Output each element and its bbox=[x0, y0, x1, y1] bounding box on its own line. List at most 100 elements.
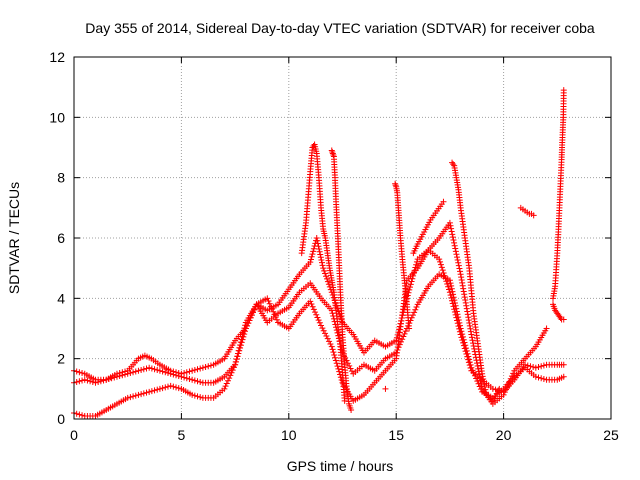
data-point bbox=[560, 373, 567, 380]
series-spike-3 bbox=[392, 180, 413, 332]
data-point bbox=[237, 342, 244, 349]
series-track-b bbox=[71, 271, 567, 401]
data-point bbox=[189, 376, 196, 383]
data-point bbox=[239, 336, 246, 343]
data-point bbox=[170, 371, 177, 378]
data-point bbox=[457, 325, 464, 332]
data-point bbox=[474, 378, 481, 385]
data-point bbox=[470, 370, 477, 377]
data-point bbox=[399, 336, 406, 343]
data-point bbox=[436, 256, 443, 263]
data-point bbox=[460, 336, 467, 343]
y-tick-label: 6 bbox=[57, 230, 65, 246]
data-point bbox=[307, 298, 314, 305]
data-point bbox=[458, 328, 465, 335]
data-point bbox=[466, 322, 473, 329]
data-point bbox=[173, 384, 180, 391]
data-point bbox=[466, 359, 473, 366]
data-point bbox=[154, 366, 161, 373]
data-point bbox=[508, 373, 515, 380]
data-point bbox=[186, 376, 193, 383]
data-point bbox=[477, 380, 484, 387]
data-point bbox=[183, 369, 190, 376]
data-point bbox=[346, 362, 353, 369]
data-point bbox=[84, 377, 91, 384]
data-point bbox=[482, 389, 489, 396]
data-point bbox=[411, 309, 418, 316]
data-point bbox=[226, 375, 233, 382]
series-spike-1 bbox=[298, 141, 348, 404]
data-point bbox=[105, 376, 112, 383]
data-point bbox=[76, 369, 83, 376]
data-point bbox=[538, 375, 545, 382]
data-point bbox=[309, 251, 316, 258]
data-point bbox=[402, 328, 409, 335]
series-tail-2 bbox=[550, 87, 567, 302]
y-axis-ticks: 0 2 4 6 8 10 12 bbox=[49, 49, 611, 427]
x-tick-label: 15 bbox=[388, 427, 404, 443]
data-point bbox=[530, 363, 537, 370]
data-point bbox=[164, 369, 171, 376]
data-point bbox=[437, 261, 444, 268]
data-point bbox=[480, 376, 487, 383]
data-point bbox=[475, 365, 482, 372]
data-point bbox=[446, 219, 453, 226]
data-point bbox=[164, 383, 171, 390]
data-point bbox=[148, 365, 155, 372]
data-point bbox=[452, 302, 459, 309]
data-point bbox=[322, 270, 329, 277]
data-point bbox=[451, 297, 458, 304]
data-point bbox=[230, 364, 237, 371]
data-point bbox=[194, 366, 201, 373]
data-point bbox=[186, 368, 193, 375]
data-point bbox=[227, 372, 234, 379]
data-point bbox=[244, 322, 251, 329]
data-point bbox=[327, 340, 334, 347]
data-point bbox=[252, 304, 259, 311]
data-point bbox=[140, 390, 147, 397]
data-point bbox=[162, 369, 169, 376]
data-point bbox=[409, 312, 416, 319]
data-point bbox=[532, 373, 539, 380]
data-point bbox=[330, 349, 337, 356]
data-point bbox=[401, 330, 408, 337]
data-point bbox=[332, 357, 339, 364]
data-point bbox=[246, 317, 253, 324]
data-point bbox=[183, 375, 190, 382]
data-point bbox=[111, 374, 118, 381]
data-point bbox=[335, 365, 342, 372]
data-point bbox=[95, 379, 102, 386]
data-point bbox=[119, 372, 126, 379]
data-point bbox=[132, 392, 139, 399]
data-point bbox=[535, 374, 542, 381]
data-point bbox=[205, 363, 212, 370]
data-point bbox=[453, 251, 460, 258]
x-tick-label: 10 bbox=[281, 427, 297, 443]
data-point bbox=[315, 317, 322, 324]
data-point bbox=[527, 363, 534, 370]
data-point bbox=[408, 278, 415, 285]
data-point bbox=[543, 325, 550, 332]
data-point bbox=[251, 306, 258, 313]
data-point bbox=[76, 378, 83, 385]
x-tick-label: 20 bbox=[496, 427, 512, 443]
data-point bbox=[264, 295, 271, 302]
data-point bbox=[307, 259, 314, 266]
data-point bbox=[175, 373, 182, 380]
data-point bbox=[312, 309, 319, 316]
data-point bbox=[314, 314, 321, 321]
data-point bbox=[382, 385, 389, 392]
data-point bbox=[540, 376, 547, 383]
data-point bbox=[450, 294, 457, 301]
data-point bbox=[480, 378, 487, 385]
y-tick-label: 4 bbox=[57, 290, 65, 306]
series-tail-1 bbox=[517, 204, 537, 219]
data-point bbox=[156, 385, 163, 392]
data-point bbox=[532, 364, 539, 371]
data-point bbox=[146, 364, 153, 371]
data-point bbox=[224, 377, 231, 384]
data-point bbox=[463, 305, 470, 312]
data-point bbox=[173, 372, 180, 379]
data-point bbox=[108, 375, 115, 382]
data-point bbox=[79, 412, 86, 419]
